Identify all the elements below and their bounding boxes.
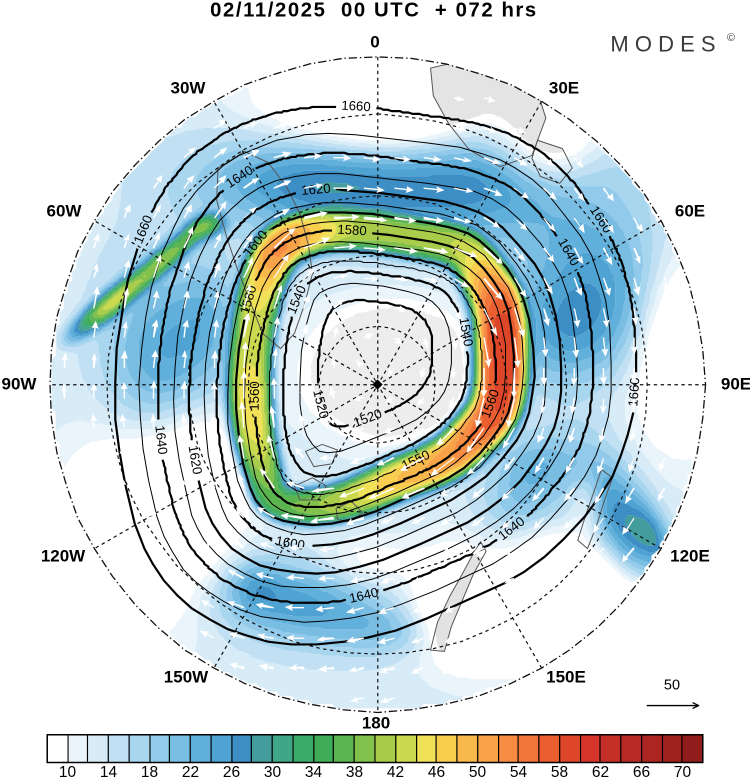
- svg-text:1620: 1620: [301, 180, 332, 198]
- svg-text:14: 14: [100, 764, 118, 781]
- svg-text:02/11/2025 00 UTC + 072 hrs: 02/11/2025 00 UTC + 072 hrs: [210, 0, 538, 21]
- svg-text:120E: 120E: [670, 546, 710, 565]
- svg-text:1640: 1640: [152, 424, 170, 455]
- svg-text:180: 180: [362, 713, 390, 732]
- svg-text:42: 42: [387, 764, 404, 781]
- svg-text:60W: 60W: [47, 201, 83, 220]
- svg-text:0: 0: [370, 32, 379, 51]
- svg-text:10: 10: [59, 764, 76, 781]
- svg-text:1640: 1640: [348, 585, 380, 606]
- svg-text:150E: 150E: [546, 667, 586, 686]
- svg-text:90W: 90W: [2, 374, 38, 393]
- svg-text:M O D E S: M O D E S: [610, 32, 715, 57]
- svg-text:©: ©: [727, 32, 735, 44]
- svg-text:1660: 1660: [625, 377, 642, 407]
- svg-text:1560: 1560: [247, 381, 262, 411]
- svg-text:66: 66: [633, 764, 650, 781]
- svg-text:34: 34: [305, 764, 323, 781]
- svg-text:1620: 1620: [185, 444, 205, 475]
- svg-text:22: 22: [182, 764, 199, 781]
- svg-text:62: 62: [592, 764, 609, 781]
- svg-text:30E: 30E: [549, 78, 579, 97]
- svg-text:58: 58: [551, 764, 568, 781]
- svg-text:90E: 90E: [721, 374, 750, 393]
- svg-text:54: 54: [510, 764, 528, 781]
- svg-text:18: 18: [141, 764, 158, 781]
- svg-text:50: 50: [664, 678, 680, 694]
- svg-text:70: 70: [674, 764, 691, 781]
- svg-text:150W: 150W: [164, 667, 209, 686]
- svg-text:1520: 1520: [310, 388, 332, 420]
- svg-text:1540: 1540: [456, 316, 476, 347]
- svg-text:60E: 60E: [675, 201, 705, 220]
- svg-text:1660: 1660: [341, 98, 371, 115]
- svg-text:50: 50: [469, 764, 486, 781]
- svg-text:1580: 1580: [337, 222, 367, 239]
- svg-text:38: 38: [346, 764, 363, 781]
- svg-text:46: 46: [428, 764, 445, 781]
- svg-text:120W: 120W: [41, 546, 86, 565]
- svg-text:30W: 30W: [171, 78, 207, 97]
- svg-text:26: 26: [223, 764, 240, 781]
- svg-text:30: 30: [264, 764, 281, 781]
